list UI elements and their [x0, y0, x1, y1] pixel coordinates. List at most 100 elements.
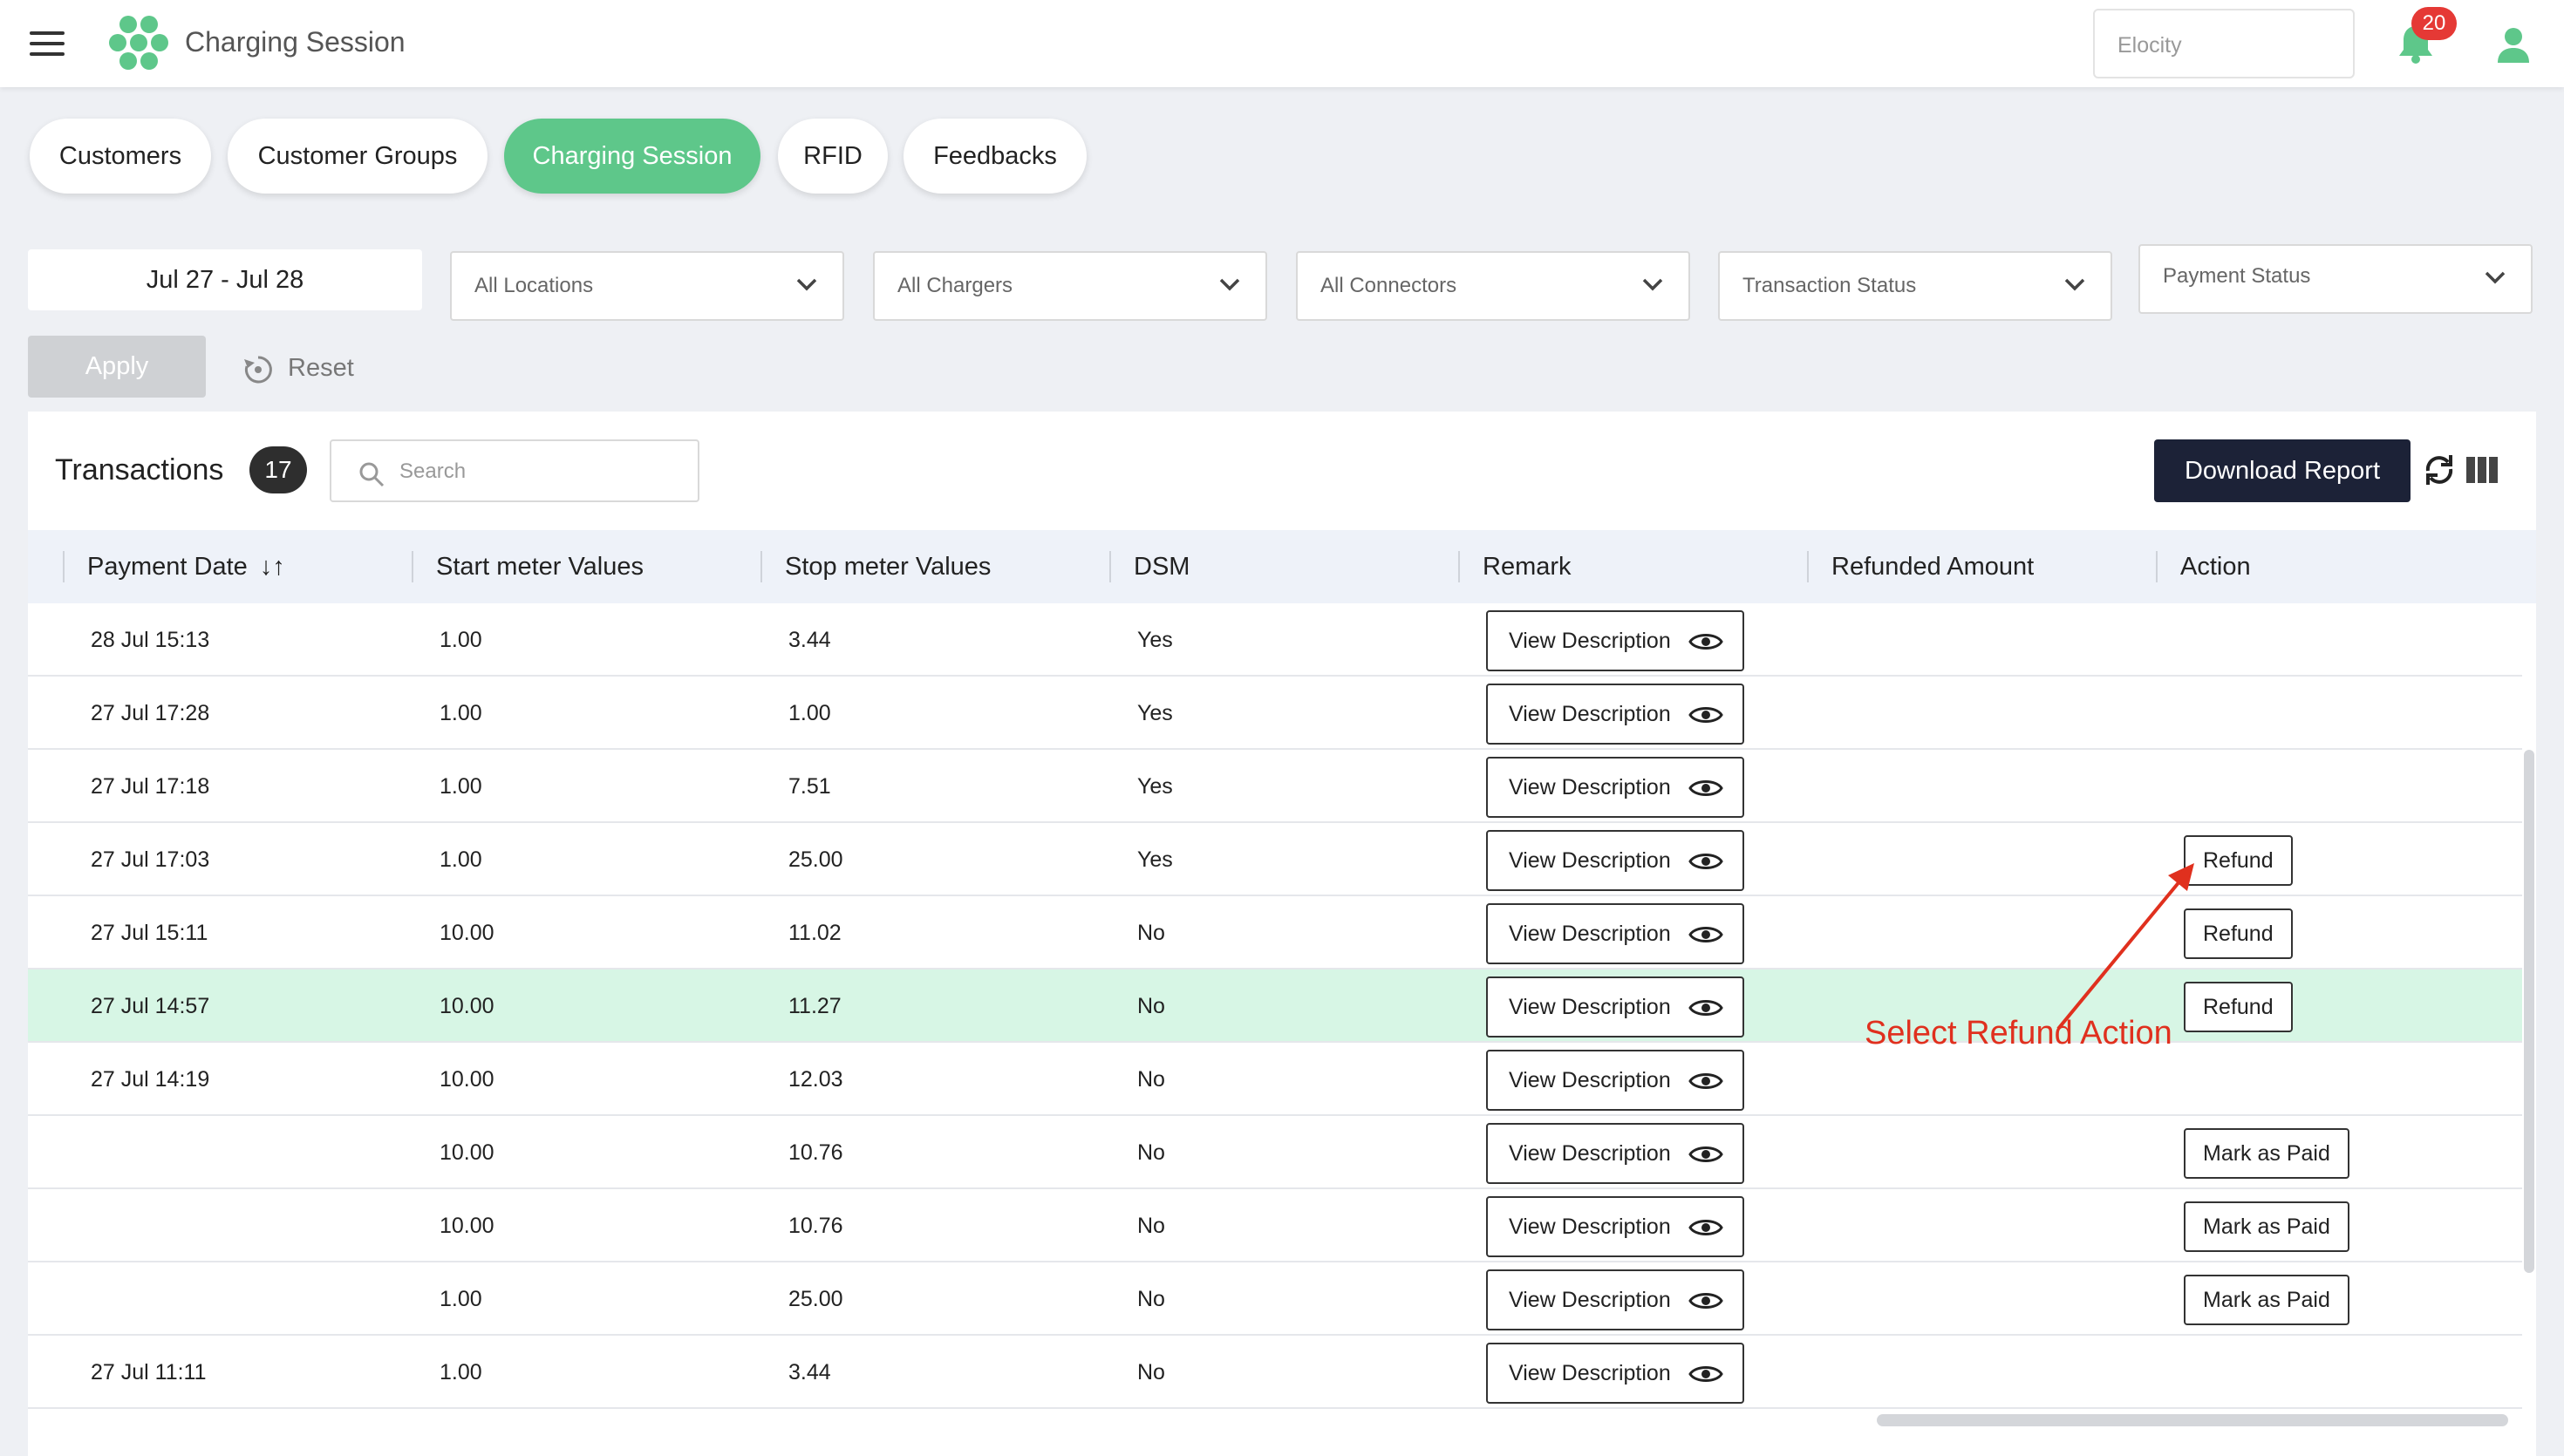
refund-button[interactable]: Refund: [2184, 835, 2293, 886]
view-description-label: View Description: [1509, 1141, 1671, 1166]
column-settings-icon[interactable]: [2466, 457, 2498, 483]
stop-meter-cell: 10.76: [788, 1140, 843, 1165]
view-description-button[interactable]: View Description: [1486, 830, 1744, 891]
column-dsm[interactable]: DSM: [1134, 553, 1190, 581]
tab-customer-groups[interactable]: Customer Groups: [228, 119, 488, 194]
view-description-button[interactable]: View Description: [1486, 757, 1744, 818]
column-label: Payment Date: [87, 553, 248, 581]
start-meter-cell: 1.00: [440, 847, 482, 872]
user-account-icon[interactable]: [2496, 26, 2531, 63]
table-row[interactable]: 27 Jul 17:28 1.00 1.00 Yes View Description: [28, 677, 2522, 750]
stop-meter-cell: 1.00: [788, 701, 831, 725]
payment-status-filter[interactable]: Payment Status: [2138, 244, 2533, 314]
connectors-filter[interactable]: All Connectors: [1296, 251, 1690, 321]
view-description-label: View Description: [1509, 995, 1671, 1019]
chargers-filter[interactable]: All Chargers: [873, 251, 1267, 321]
chevron-down-icon: [1219, 278, 1240, 291]
table-row[interactable]: 27 Jul 15:11 10.00 11.02 No View Description…: [28, 896, 2522, 970]
view-description-button[interactable]: View Description: [1486, 684, 1744, 745]
tab-customers[interactable]: Customers: [30, 119, 211, 194]
refund-button[interactable]: Refund: [2184, 908, 2293, 959]
table-row[interactable]: 27 Jul 14:19 10.00 12.03 No View Description: [28, 1043, 2522, 1116]
mark-as-paid-button[interactable]: Mark as Paid: [2184, 1128, 2349, 1179]
tab-feedbacks[interactable]: Feedbacks: [904, 119, 1087, 194]
dsm-cell: No: [1137, 921, 1165, 945]
organization-selector[interactable]: Elocity: [2093, 9, 2355, 78]
view-description-button[interactable]: View Description: [1486, 1050, 1744, 1111]
view-description-button[interactable]: View Description: [1486, 1123, 1744, 1184]
stop-meter-cell: 25.00: [788, 847, 843, 872]
sort-icon[interactable]: ↓↑: [259, 553, 285, 581]
search-input[interactable]: [399, 459, 679, 485]
download-report-button[interactable]: Download Report: [2154, 439, 2411, 502]
view-description-button[interactable]: View Description: [1486, 1269, 1744, 1330]
dsm-cell: No: [1137, 1214, 1165, 1238]
column-divider: [1807, 551, 1809, 582]
eye-icon: [1688, 854, 1723, 869]
chevron-down-icon: [2064, 278, 2085, 291]
search-box[interactable]: [330, 439, 699, 502]
hamburger-menu-icon[interactable]: [30, 31, 65, 56]
view-description-label: View Description: [1509, 629, 1671, 653]
start-meter-cell: 1.00: [440, 1360, 482, 1385]
refund-button[interactable]: Refund: [2184, 982, 2293, 1032]
transaction-status-filter[interactable]: Transaction Status: [1718, 251, 2112, 321]
column-action[interactable]: Action: [2180, 553, 2251, 581]
tab-charging-session[interactable]: Charging Session: [504, 119, 760, 194]
search-icon: [359, 462, 385, 487]
refresh-icon[interactable]: [2421, 452, 2458, 488]
table-row[interactable]: 10.00 10.76 No View Description Mark as Paid: [28, 1116, 2522, 1189]
dsm-cell: Yes: [1137, 628, 1173, 652]
transactions-count-badge: 17: [249, 446, 307, 493]
dsm-cell: No: [1137, 1287, 1165, 1311]
view-description-label: View Description: [1509, 775, 1671, 799]
payment-date-cell: 27 Jul 11:11: [91, 1360, 207, 1385]
dsm-cell: Yes: [1137, 701, 1173, 725]
column-refunded-amount[interactable]: Refunded Amount: [1831, 553, 2035, 581]
tab-rfid[interactable]: RFID: [778, 119, 888, 194]
date-range-picker[interactable]: Jul 27 - Jul 28: [28, 249, 422, 310]
column-start-meter[interactable]: Start meter Values: [436, 553, 644, 581]
payment-date-cell: 28 Jul 15:13: [91, 628, 210, 652]
horizontal-scrollbar[interactable]: [1877, 1414, 2508, 1426]
start-meter-cell: 1.00: [440, 774, 482, 799]
table-row[interactable]: 10.00 10.76 No View Description Mark as Paid: [28, 1189, 2522, 1262]
start-meter-cell: 10.00: [440, 1140, 494, 1165]
start-meter-cell: 1.00: [440, 628, 482, 652]
start-meter-cell: 1.00: [440, 701, 482, 725]
dsm-cell: Yes: [1137, 847, 1173, 872]
chevron-down-icon: [2485, 271, 2506, 284]
column-stop-meter[interactable]: Stop meter Values: [785, 553, 992, 581]
stop-meter-cell: 12.03: [788, 1067, 843, 1092]
column-remark[interactable]: Remark: [1483, 553, 1572, 581]
view-description-label: View Description: [1509, 1214, 1671, 1239]
column-payment-date[interactable]: Payment Date ↓↑: [87, 530, 285, 603]
view-description-label: View Description: [1509, 1068, 1671, 1092]
view-description-button[interactable]: View Description: [1486, 976, 1744, 1038]
dsm-cell: No: [1137, 994, 1165, 1018]
view-description-button[interactable]: View Description: [1486, 903, 1744, 964]
table-row[interactable]: 28 Jul 15:13 1.00 3.44 Yes View Description: [28, 603, 2522, 677]
chevron-down-icon: [796, 278, 817, 291]
reset-button[interactable]: Reset: [241, 349, 354, 387]
view-description-button[interactable]: View Description: [1486, 1196, 1744, 1257]
transaction-status-filter-label: Transaction Status: [1742, 274, 1917, 297]
view-description-button[interactable]: View Description: [1486, 610, 1744, 671]
table-row[interactable]: 27 Jul 17:18 1.00 7.51 Yes View Description: [28, 750, 2522, 823]
mark-as-paid-button[interactable]: Mark as Paid: [2184, 1275, 2349, 1325]
payment-status-filter-label: Payment Status: [2163, 264, 2311, 288]
apply-button[interactable]: Apply: [28, 336, 206, 398]
view-description-label: View Description: [1509, 848, 1671, 873]
stop-meter-cell: 3.44: [788, 628, 831, 652]
locations-filter[interactable]: All Locations: [450, 251, 844, 321]
view-description-label: View Description: [1509, 922, 1671, 946]
table-row[interactable]: 27 Jul 11:11 1.00 3.44 No View Description: [28, 1336, 2522, 1409]
vertical-scrollbar[interactable]: [2524, 750, 2534, 1273]
mark-as-paid-button[interactable]: Mark as Paid: [2184, 1201, 2349, 1252]
table-row[interactable]: 1.00 25.00 No View Description Mark as Paid: [28, 1262, 2522, 1336]
table-row[interactable]: 27 Jul 17:03 1.00 25.00 Yes View Description…: [28, 823, 2522, 896]
stop-meter-cell: 7.51: [788, 774, 831, 799]
annotation-label: Select Refund Action: [1865, 1015, 2172, 1051]
view-description-button[interactable]: View Description: [1486, 1343, 1744, 1404]
column-divider: [63, 551, 65, 582]
